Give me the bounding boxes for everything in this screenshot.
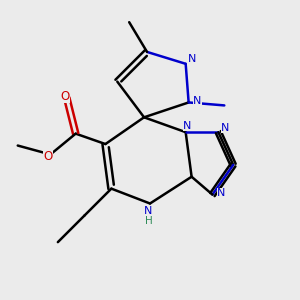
Text: N: N — [183, 121, 191, 130]
Text: N: N — [188, 54, 196, 64]
Text: O: O — [61, 90, 70, 103]
Text: N: N — [144, 206, 153, 216]
Text: O: O — [44, 150, 53, 163]
Text: N: N — [194, 96, 202, 106]
Text: N: N — [217, 188, 226, 198]
Text: N: N — [221, 123, 229, 133]
Text: H: H — [145, 216, 152, 226]
